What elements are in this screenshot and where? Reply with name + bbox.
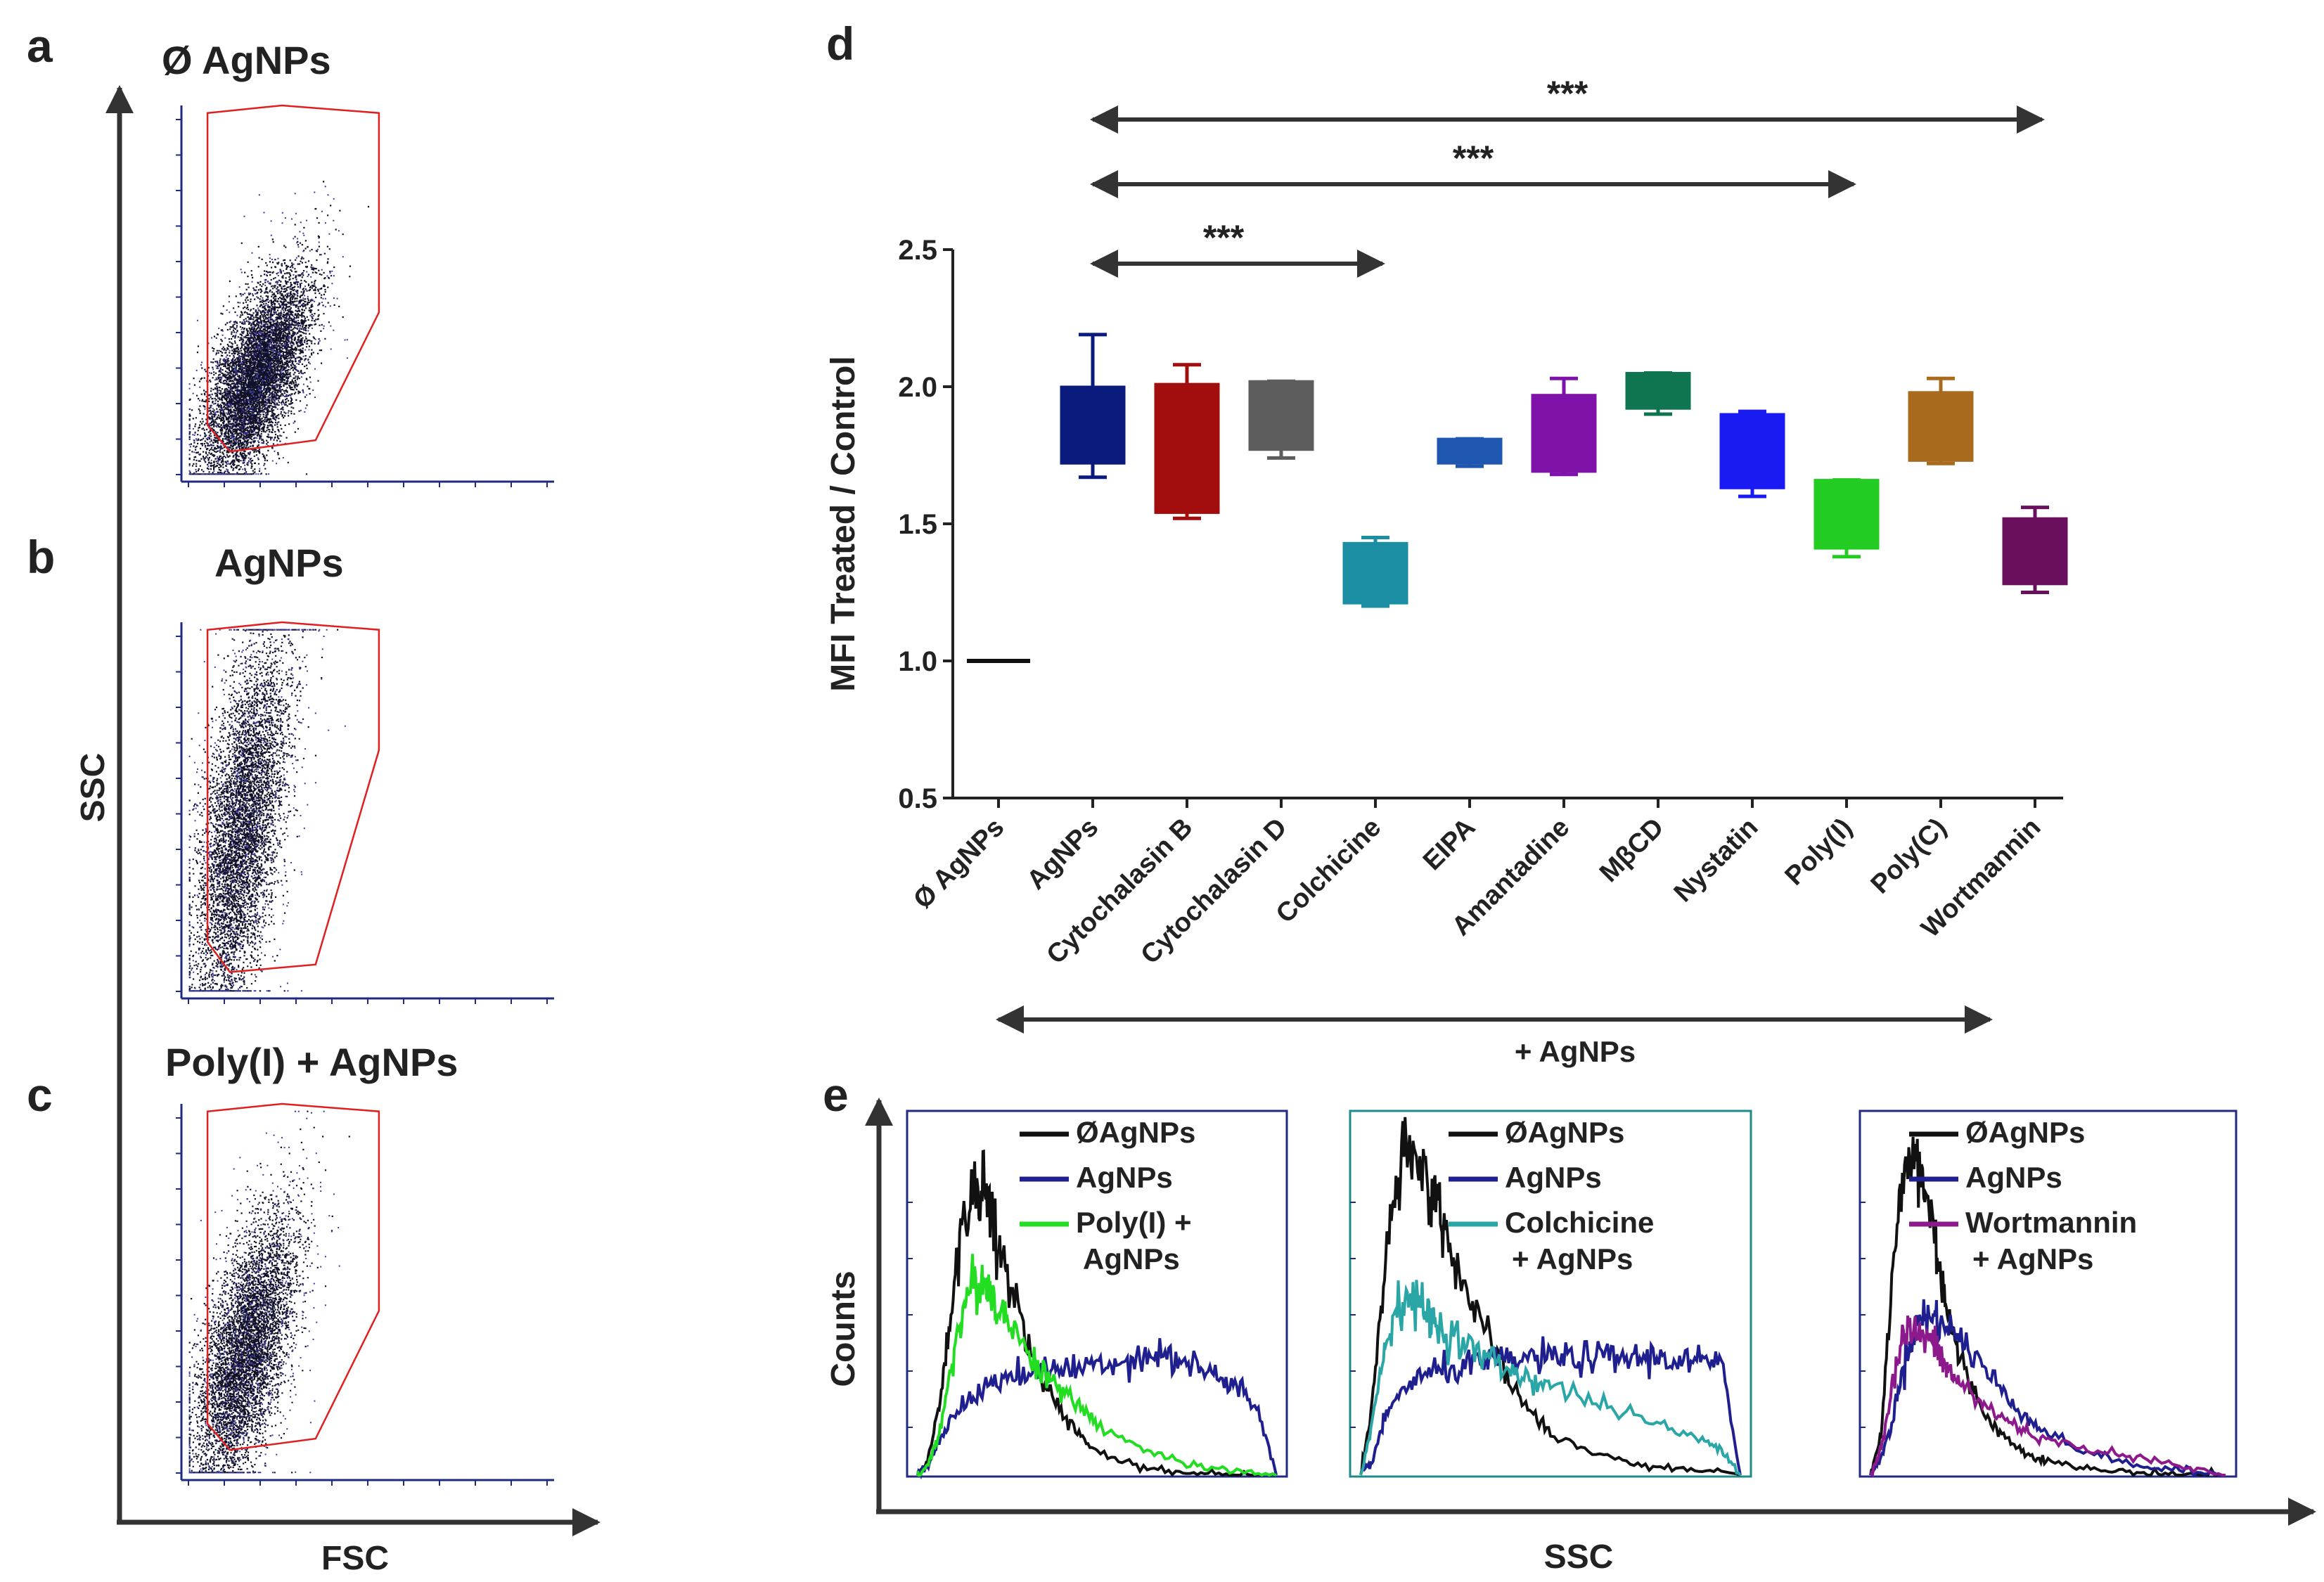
box-poly-c- <box>1908 391 1974 462</box>
event-dots-sparse <box>188 1110 340 1474</box>
y-tick-label: 0.5 <box>898 783 937 814</box>
panel-letter-e: e <box>823 1069 849 1121</box>
legend-label: AgNPs <box>1965 1161 2062 1194</box>
x-tick-label: Ø AgNPs <box>908 813 1010 915</box>
legend-label: Colchicine <box>1505 1206 1654 1239</box>
legend-label: AgNPs <box>1083 1242 1180 1275</box>
histogram-series-2 <box>1360 1336 1742 1476</box>
histogram-frame <box>1349 1110 1752 1478</box>
significance-label: *** <box>1203 218 1245 257</box>
scatter-plot-a <box>176 104 554 487</box>
box-cytochalasin-b <box>1154 382 1220 514</box>
box-eipa <box>1437 437 1503 465</box>
histogram-3: ØAgNPs AgNPs Wortmannin+ AgNPs <box>1858 1110 2238 1478</box>
box-cytochalasin-d <box>1248 380 1314 451</box>
panel-letter-d: d <box>826 18 854 70</box>
box-colchicine <box>1342 541 1408 605</box>
panel-letter-c: c <box>27 1069 53 1121</box>
histogram-series-1 <box>1359 1117 1741 1477</box>
x-tick-label: Nystatin <box>1669 813 1764 908</box>
legend-label: ØAgNPs <box>1505 1116 1624 1149</box>
box-poly-i- <box>1813 479 1880 550</box>
gate-polygon <box>206 621 380 973</box>
y-tick-label: 2.5 <box>898 235 937 266</box>
gate-polygon <box>206 104 380 453</box>
histogram-series-3 <box>1869 1316 2226 1478</box>
panel-a-title: Ø AgNPs <box>162 38 331 82</box>
ssc-hist-axis-label: SSC <box>1544 1538 1614 1576</box>
y-tick-label: 1.5 <box>898 509 937 540</box>
event-dots-sparse <box>188 186 348 475</box>
box-nystatin <box>1719 413 1785 489</box>
event-dots <box>188 629 339 992</box>
scatter-plot-b <box>176 621 554 1004</box>
group-bracket-label: + AgNPs <box>1515 1035 1636 1068</box>
panel-c-title: Poly(I) + AgNPs <box>165 1040 458 1084</box>
fsc-axis-label: FSC <box>321 1540 389 1577</box>
event-dots <box>188 1110 350 1474</box>
x-tick-label: Poly(C) <box>1866 813 1953 900</box>
legend-label: Poly(I) + <box>1076 1206 1192 1239</box>
significance-label: *** <box>1547 74 1588 113</box>
legend-label: AgNPs <box>1076 1161 1173 1194</box>
histogram-frame <box>906 1110 1288 1478</box>
ssc-axis-label: SSC <box>75 753 112 823</box>
counts-axis-label: Counts <box>825 1271 862 1387</box>
legend-label: Wortmannin <box>1965 1206 2137 1239</box>
legend-label: ØAgNPs <box>1076 1116 1195 1149</box>
gate-polygon <box>206 1102 380 1451</box>
x-tick-label: MβCD <box>1594 813 1669 888</box>
legend-label: ØAgNPs <box>1965 1116 2085 1149</box>
event-dots-sparse <box>188 629 346 992</box>
scatter-plot-c <box>176 1102 554 1486</box>
panel-letter-a: a <box>27 20 53 72</box>
panel-letter-b: b <box>27 531 55 583</box>
histogram-series-1 <box>917 1149 1277 1477</box>
legend-label: + AgNPs <box>1972 1242 2093 1275</box>
y-tick-label: 2.0 <box>898 372 937 403</box>
box-plot-y-label: MFI Treated / Control <box>825 356 862 691</box>
event-dots <box>188 181 370 475</box>
significance-label: *** <box>1453 139 1494 178</box>
panel-b-title: AgNPs <box>214 541 344 585</box>
legend-label: AgNPs <box>1505 1161 1602 1194</box>
box-wortmannin <box>2002 517 2068 586</box>
histogram-series-2 <box>1869 1299 2226 1478</box>
histogram-frame <box>1858 1110 2238 1478</box>
histogram-series-2 <box>916 1338 1278 1480</box>
box-plot: MFI Treated / Control + AgNPs 0.5 1.0 1.5 2… <box>825 74 2068 1068</box>
histogram-series-3 <box>916 1254 1277 1477</box>
y-tick-label: 1.0 <box>898 646 937 677</box>
legend-label: + AgNPs <box>1512 1242 1633 1275</box>
histogram-2: ØAgNPs AgNPs Colchicine+ AgNPs <box>1349 1110 1752 1478</box>
x-tick-label: AgNPs <box>1022 813 1105 896</box>
box-amantadine <box>1531 394 1597 473</box>
box-m-cd <box>1625 372 1691 410</box>
x-tick-label: EIPA <box>1418 813 1481 876</box>
x-tick-label: Poly(I) <box>1780 813 1858 892</box>
histogram-series-3 <box>1359 1280 1742 1477</box>
box-agnps <box>1060 385 1126 465</box>
